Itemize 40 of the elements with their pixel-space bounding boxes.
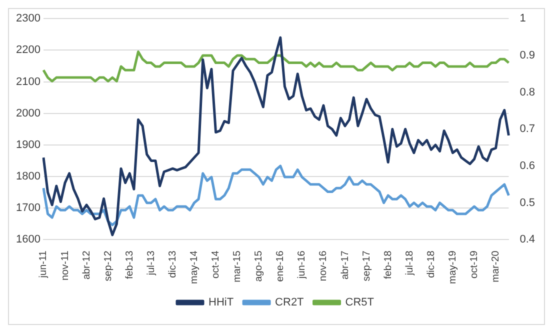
x-tick-label: abr-12 [81,250,92,280]
x-tick-label: mar-15 [232,250,244,282]
y2-tick-label: 0.6 [520,160,536,172]
y2-tick-label: 0.5 [520,196,536,209]
y2-tick-label: 0.8 [520,86,536,98]
x-tick-label: jun-16 [296,250,308,280]
y2-tick-label: 0.4 [520,234,536,246]
x-tick-label: feb-13 [124,250,136,280]
x-tick-label: jul-18 [404,250,416,276]
y-tick-label: 2200 [16,44,40,56]
y-tick-label: 1600 [16,234,40,246]
x-tick-label: dic-13 [167,250,178,278]
y-tick-label: 2300 [16,12,40,25]
y2-tick-label: 1 [520,12,526,25]
x-tick-label: jul-13 [146,250,157,276]
x-tick-label: may-19 [447,250,458,284]
x-tick-label: oct-19 [468,250,480,278]
legend-label: CR2T [275,296,304,309]
x-tick-label: oct-14 [210,250,222,278]
y-tick-label: 1900 [16,138,40,151]
y-tick-label: 1800 [16,170,40,183]
x-tick-label: nov-11 [60,250,71,280]
x-tick-label: feb-18 [382,250,394,280]
x-tick-label: may-14 [188,250,200,284]
y-tick-label: 2000 [16,107,40,120]
x-tick-label: jun-11 [38,250,50,279]
x-tick-label: ene-16 [275,250,286,282]
x-tick-label: dic-18 [426,250,437,278]
x-tick-label: sep-17 [361,250,372,282]
x-tick-label: ago-15 [254,250,265,282]
legend-label: HHiT [208,296,234,309]
x-tick-label: sep-12 [102,250,114,282]
legend-label: CR5T [345,296,374,309]
y-tick-label: 1700 [16,202,40,214]
y2-tick-label: 0.7 [520,123,536,136]
x-tick-label: nov-16 [318,250,330,282]
x-tick-label: abr-17 [340,250,351,280]
y2-tick-label: 0.9 [520,49,536,62]
y-tick-label: 2100 [16,76,40,88]
x-tick-label: mar-20 [490,250,502,282]
